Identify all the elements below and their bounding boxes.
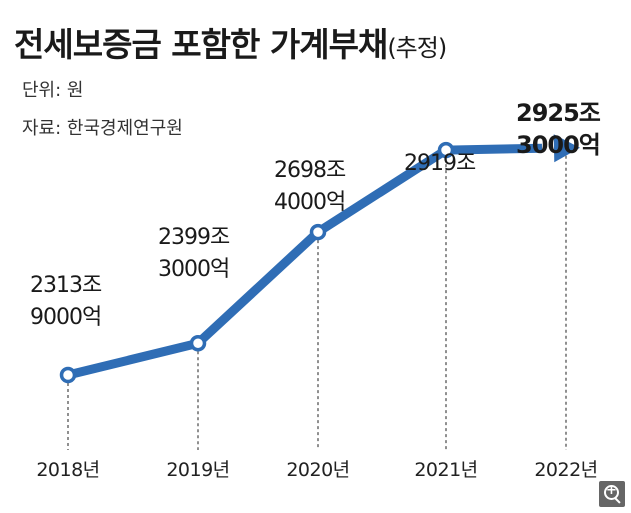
x-tick-label: 2018년	[36, 459, 99, 481]
value-label: 2925조	[516, 99, 601, 127]
estimate-segment	[445, 143, 543, 155]
x-tick-label: 2021년	[414, 459, 477, 481]
zoom-lens	[604, 485, 619, 500]
zoom-handle	[614, 497, 621, 504]
data-point	[59, 366, 77, 384]
series-line	[63, 145, 451, 380]
value-label: 9000억	[30, 305, 101, 330]
value-label: 4000억	[274, 190, 345, 215]
title-suffix: (추정)	[387, 34, 447, 62]
unit-label: 단위: 원	[22, 80, 84, 101]
source-label: 자료: 한국경제연구원	[22, 118, 183, 139]
value-label: 2698조	[274, 158, 346, 183]
value-label: 3000억	[516, 131, 600, 159]
data-point	[437, 141, 455, 159]
zoom-plus: +	[606, 483, 617, 498]
value-label: 2919조	[404, 151, 476, 176]
x-tick-label: 2022년	[534, 459, 597, 481]
value-label: 2313조	[30, 273, 102, 298]
value-label: 2399조	[158, 225, 230, 250]
zoom-in-icon[interactable]: +	[599, 481, 625, 507]
title-main: 전세보증금 포함한 가계부채	[14, 25, 388, 64]
data-point	[189, 334, 207, 352]
arrow-head	[553, 134, 580, 163]
x-tick-label: 2019년	[166, 459, 229, 481]
data-point	[309, 223, 327, 241]
value-label: 3000억	[158, 257, 229, 282]
chart-title: 전세보증금 포함한 가계부채(추정)	[14, 18, 447, 66]
x-tick-label: 2020년	[286, 459, 349, 481]
